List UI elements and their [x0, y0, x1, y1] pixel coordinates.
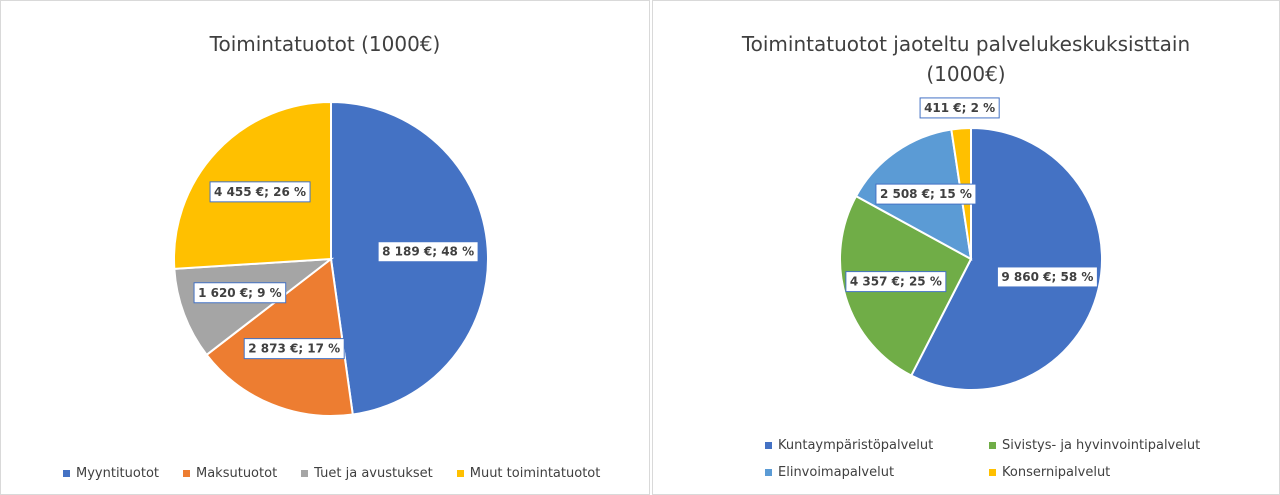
data-label-text: 2 873 €; 17 % [248, 342, 340, 356]
data-label: 411 €; 2 % [919, 97, 1000, 119]
legend-label: Konsernipalvelut [1002, 465, 1111, 480]
legend-item: Tuet ja avustukset [301, 466, 433, 481]
legend-item: Sivistys- ja hyvinvointipalvelut [989, 438, 1200, 453]
data-label-box [243, 338, 345, 360]
legend-swatch [456, 470, 464, 477]
chart-panel: Toimintatuotot jaoteltu palvelukeskuksis… [652, 0, 1280, 495]
data-label-box [845, 271, 947, 293]
legend-item: Muut toimintatuotot [456, 466, 601, 481]
legend-item: Elinvoimapalvelut [765, 465, 965, 480]
legend-label: Maksutuotot [196, 466, 278, 481]
legend: Kuntaympäristöpalvelut Sivistys- ja hyvin… [765, 438, 1200, 480]
legend-swatch [765, 469, 772, 476]
pie-slice [909, 126, 1103, 391]
data-label: 1 620 €; 9 % [193, 282, 287, 304]
legend: Myyntituotot Maksutuotot Tuet ja avustukse… [63, 466, 600, 481]
chart-panel: Toimintatuotot (1000€) 8 189 €; 48 % 2 87… [0, 0, 650, 495]
chart-title: Toimintatuotot jaoteltu palvelukeskuksis… [741, 32, 1191, 86]
data-label-box [875, 183, 977, 205]
data-label-text: 9 860 €; 58 % [1001, 270, 1093, 284]
pie-chart: 8 189 €; 48 % 2 873 €; 17 % 1 620 €; 9 % 4 … [173, 100, 490, 417]
chart-title: Toimintatuotot (1000€) [209, 32, 441, 56]
data-label-box [377, 241, 479, 263]
data-label-text: 2 508 €; 15 % [880, 187, 972, 201]
legend-label: Kuntaympäristöpalvelut [778, 438, 934, 453]
data-label-text: 4 455 €; 26 % [214, 185, 306, 199]
legend-label: Myyntituotot [76, 466, 159, 481]
data-label-box [919, 97, 1000, 119]
data-label: 2 873 €; 17 % [243, 338, 345, 360]
legend-swatch [989, 469, 996, 476]
pie-chart: 9 860 €; 58 % 4 357 €; 25 % 2 508 €; 15 % 4… [839, 97, 1103, 391]
legend-label: Elinvoimapalvelut [778, 465, 895, 480]
legend-swatch [63, 470, 70, 477]
data-label: 2 508 €; 15 % [875, 183, 977, 205]
legend-swatch [765, 442, 772, 449]
legend-swatch [183, 470, 190, 477]
pie-slice [205, 257, 354, 417]
data-label-text: 8 189 €; 48 % [382, 245, 474, 259]
data-label-text: 1 620 €; 9 % [198, 286, 282, 300]
data-label: 4 455 €; 26 % [209, 181, 311, 203]
data-label-box [996, 266, 1098, 288]
legend-label: Muut toimintatuotot [469, 466, 601, 481]
legend-item: Myyntituotot [63, 466, 159, 481]
data-label-text: 411 €; 2 % [924, 101, 995, 115]
legend-swatch [301, 470, 309, 477]
legend-item: Kuntaympäristöpalvelut [765, 438, 965, 453]
legend-item: Maksutuotot [183, 466, 277, 481]
data-label-box [209, 181, 311, 203]
legend-label: Tuet ja avustukset [314, 466, 433, 481]
legend-swatch [989, 442, 996, 449]
data-label: 9 860 €; 58 % [996, 266, 1098, 288]
data-label-box [193, 282, 287, 304]
legend-item: Konsernipalvelut [989, 465, 1200, 480]
data-label: 8 189 €; 48 % [377, 241, 479, 263]
data-label: 4 357 €; 25 % [845, 271, 947, 293]
data-label-text: 4 357 €; 25 % [850, 275, 942, 289]
legend-label: Sivistys- ja hyvinvointipalvelut [1002, 438, 1201, 453]
